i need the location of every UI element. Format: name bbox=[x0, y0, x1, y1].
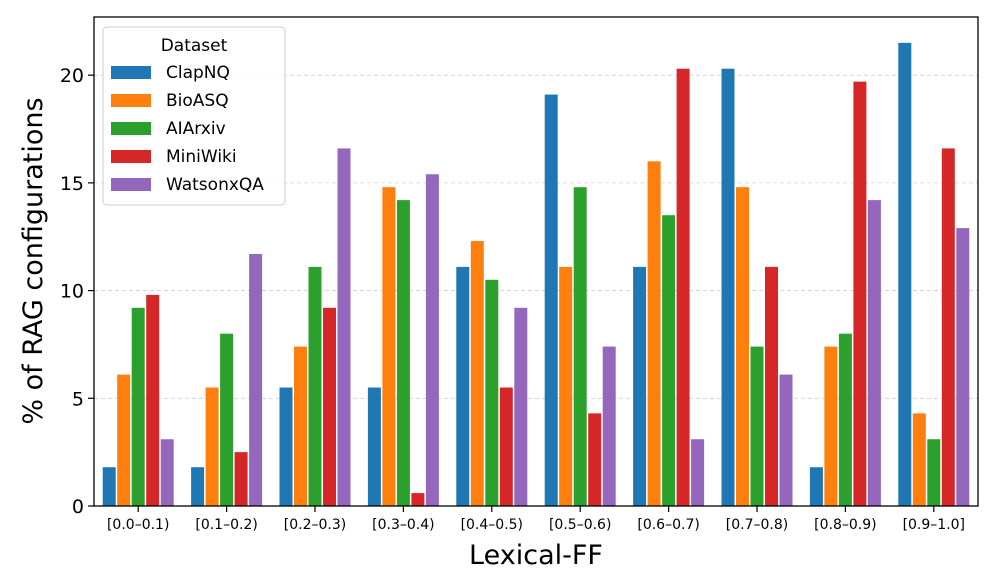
bar-clapnq-1 bbox=[191, 467, 205, 506]
bar-aiarxiv-5 bbox=[573, 187, 587, 506]
x-tick-label: [0.3–0.4) bbox=[372, 517, 434, 533]
bar-clapnq-3 bbox=[367, 387, 381, 506]
legend: Dataset ClapNQ BioASQ AIArxiv MiniWiki Watso… bbox=[102, 26, 286, 206]
bar-bioasq-1 bbox=[205, 387, 219, 506]
bar-bioasq-3 bbox=[382, 187, 396, 506]
y-tick-label: 0 bbox=[72, 496, 84, 518]
x-tick-label: [0.4–0.5) bbox=[461, 517, 523, 533]
bar-watsonxqa-3 bbox=[425, 174, 439, 506]
bar-watsonxqa-2 bbox=[337, 148, 351, 506]
bar-watsonxqa-5 bbox=[602, 346, 616, 506]
bar-clapnq-4 bbox=[456, 266, 470, 506]
bar-watsonxqa-1 bbox=[249, 253, 263, 506]
y-tick-label: 5 bbox=[72, 388, 84, 410]
y-tick-label: 15 bbox=[60, 173, 84, 195]
bar-miniwiki-2 bbox=[323, 307, 336, 506]
bar-bioasq-2 bbox=[294, 346, 307, 506]
legend-label-watsonxqa: WatsonxQA bbox=[166, 175, 264, 195]
bar-bioasq-8 bbox=[824, 346, 838, 506]
bar-bioasq-5 bbox=[559, 266, 573, 506]
bar-aiarxiv-0 bbox=[131, 307, 145, 506]
bar-miniwiki-3 bbox=[411, 493, 425, 506]
bar-watsonxqa-7 bbox=[779, 374, 793, 506]
legend-title: Dataset bbox=[161, 36, 228, 56]
x-tick-label: [0.0–0.1) bbox=[107, 517, 169, 533]
y-axis: 0 5 10 15 20 bbox=[60, 65, 94, 518]
bar-miniwiki-4 bbox=[499, 387, 513, 506]
bar-aiarxiv-4 bbox=[485, 279, 499, 506]
bar-bioasq-7 bbox=[736, 187, 749, 506]
legend-swatch-miniwiki bbox=[111, 150, 151, 163]
legend-label-bioasq: BioASQ bbox=[166, 91, 229, 111]
x-tick-label: [0.6–0.7) bbox=[637, 517, 699, 533]
legend-swatch-bioasq bbox=[111, 94, 151, 107]
y-axis-title: % of RAG configurations bbox=[18, 97, 49, 424]
bar-clapnq-7 bbox=[721, 68, 735, 506]
bar-clapnq-5 bbox=[544, 94, 558, 507]
bar-bioasq-9 bbox=[912, 413, 926, 506]
x-tick-label: [0.8–0.9) bbox=[814, 517, 876, 533]
bar-miniwiki-8 bbox=[853, 81, 867, 506]
bar-watsonxqa-4 bbox=[514, 307, 528, 506]
bar-clapnq-6 bbox=[633, 266, 647, 506]
bars bbox=[102, 42, 970, 507]
bar-aiarxiv-7 bbox=[750, 346, 764, 506]
legend-swatch-watsonxqa bbox=[111, 178, 151, 191]
x-axis-title: Lexical-FF bbox=[469, 540, 603, 571]
x-tick-label: [0.7–0.8) bbox=[726, 517, 788, 533]
x-tick-label: [0.2–0.3) bbox=[284, 517, 346, 533]
plot-frame bbox=[93, 16, 979, 507]
bar-miniwiki-1 bbox=[234, 452, 248, 506]
bar-watsonxqa-9 bbox=[956, 228, 970, 507]
bar-clapnq-8 bbox=[809, 467, 823, 506]
bar-bioasq-0 bbox=[117, 374, 131, 506]
bar-miniwiki-9 bbox=[941, 148, 955, 506]
y-tick-label: 20 bbox=[60, 65, 84, 87]
x-tick-label: [0.1–0.2) bbox=[195, 517, 257, 533]
bar-miniwiki-0 bbox=[146, 294, 160, 506]
bar-clapnq-2 bbox=[279, 387, 293, 506]
y-tick-label: 10 bbox=[60, 281, 84, 303]
bar-aiarxiv-8 bbox=[838, 333, 852, 506]
bar-aiarxiv-2 bbox=[308, 266, 322, 506]
bar-miniwiki-5 bbox=[588, 413, 602, 506]
legend-swatch-clapnq bbox=[111, 66, 151, 79]
bar-bioasq-4 bbox=[470, 241, 484, 507]
x-axis: [0.0–0.1) [0.1–0.2) [0.2–0.3) [0.3–0.4) [0.4… bbox=[107, 506, 965, 533]
legend-label-clapnq: ClapNQ bbox=[166, 63, 230, 83]
bar-aiarxiv-9 bbox=[927, 439, 941, 506]
x-tick-label: [0.9–1.0] bbox=[903, 517, 965, 533]
x-tick-label: [0.5–0.6) bbox=[549, 517, 611, 533]
legend-items: ClapNQ BioASQ AIArxiv MiniWiki WatsonxQA bbox=[111, 63, 264, 195]
bar-watsonxqa-0 bbox=[160, 439, 174, 506]
bar-aiarxiv-1 bbox=[220, 333, 234, 506]
legend-label-aiarxiv: AIArxiv bbox=[166, 119, 226, 139]
bar-miniwiki-7 bbox=[765, 266, 778, 506]
legend-label-miniwiki: MiniWiki bbox=[166, 147, 237, 167]
bar-clapnq-9 bbox=[898, 42, 912, 506]
bar-bioasq-6 bbox=[647, 161, 661, 506]
bar-watsonxqa-8 bbox=[867, 200, 881, 507]
bar-aiarxiv-6 bbox=[662, 215, 676, 506]
bar-watsonxqa-6 bbox=[691, 439, 705, 506]
bar-clapnq-0 bbox=[102, 467, 116, 506]
legend-swatch-aiarxiv bbox=[111, 122, 151, 135]
bar-miniwiki-6 bbox=[676, 68, 690, 506]
bar-aiarxiv-3 bbox=[396, 200, 410, 507]
